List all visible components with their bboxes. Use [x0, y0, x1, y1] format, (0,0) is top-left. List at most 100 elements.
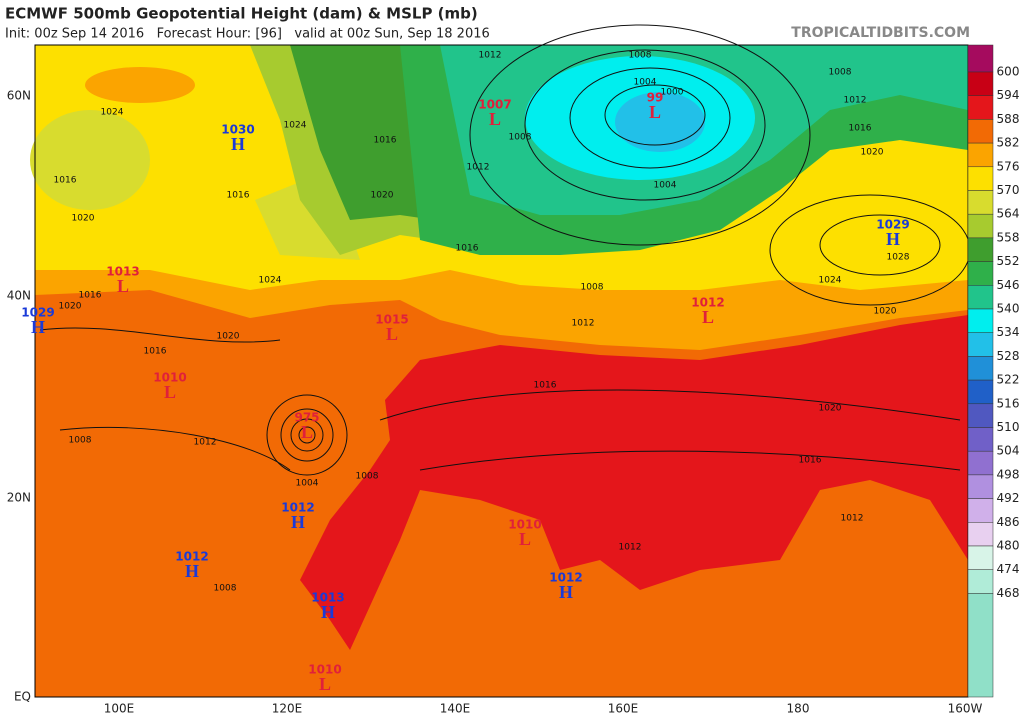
lat-label: 20N: [7, 491, 31, 505]
colorbar-band: [967, 71, 994, 96]
lat-label: 40N: [7, 289, 31, 303]
contour-label: 1016: [227, 191, 250, 201]
site-name: TROPICALTIDBITS.COM: [791, 25, 970, 41]
contour-label: 1016: [534, 381, 557, 391]
contour-label: 1012: [479, 51, 502, 61]
colorbar-band: [967, 308, 994, 333]
colorbar-label: 510: [997, 420, 1020, 434]
colorbar-band: [967, 95, 994, 120]
colorbar-label: 504: [997, 444, 1020, 458]
colorbar-band: [967, 44, 994, 73]
colorbar-band: [967, 332, 994, 357]
center-letter: L: [489, 109, 501, 129]
contour-label: 1012: [619, 543, 642, 553]
contour-label: 1016: [79, 291, 102, 301]
colorbar-band: [967, 379, 994, 405]
colorbar-band: [967, 142, 994, 168]
center-value: 1012: [549, 571, 582, 585]
contour-label: 1024: [101, 108, 124, 118]
center-value: 1012: [281, 501, 314, 515]
contour-label: 1004: [296, 479, 319, 489]
center-value: 99: [647, 91, 664, 105]
center-value: 1010: [308, 663, 341, 677]
center-letter: H: [321, 602, 335, 622]
contour-label: 1028: [887, 253, 910, 263]
contour-label: 1024: [819, 276, 842, 286]
colorbar-band: [967, 190, 994, 215]
colorbar-label: 570: [997, 183, 1020, 197]
contour-label: 1004: [634, 78, 657, 88]
colorbar-band: [967, 569, 994, 594]
subtitle: Init: 00z Sep 14 2016 Forecast Hour: [96…: [5, 27, 490, 42]
colorbar-band: [967, 356, 994, 381]
center-value: 975: [294, 411, 319, 425]
lon-label: 100E: [104, 702, 135, 716]
contour-label: 1016: [849, 124, 872, 134]
colorbar-band: [967, 593, 994, 698]
lat-label: EQ: [14, 690, 31, 704]
lat-label: 60N: [7, 89, 31, 103]
colorbar-label: 528: [997, 349, 1020, 363]
colorbar-band: [967, 427, 994, 452]
colorbar-band: [967, 261, 994, 286]
center-letter: H: [31, 317, 45, 337]
contour-label: 1020: [819, 404, 842, 414]
center-letter: L: [319, 674, 331, 694]
center-value: 1012: [175, 550, 208, 564]
center-letter: L: [702, 307, 714, 327]
colorbar-label: 492: [997, 491, 1020, 505]
center-value: 1010: [508, 518, 541, 532]
contour-label: 1024: [259, 276, 282, 286]
colorbar-label: 480: [997, 539, 1020, 553]
colorbar-label: 588: [997, 112, 1020, 126]
center-value: 1007: [478, 98, 511, 112]
center-letter: H: [185, 561, 199, 581]
center-letter: L: [301, 422, 313, 442]
contour-label: 1024: [284, 121, 307, 131]
lon-label: 180: [787, 702, 810, 716]
colorbar-band: [967, 450, 994, 476]
center-letter: H: [886, 229, 900, 249]
contour-label: 1020: [217, 332, 240, 342]
center-letter: H: [291, 512, 305, 532]
contour-label: 1008: [629, 51, 652, 61]
center-value: 1013: [106, 265, 139, 279]
map: [30, 24, 971, 698]
contour-label: 1008: [69, 436, 92, 446]
contour-label: 1004: [654, 181, 677, 191]
colorbar-band: [967, 522, 994, 547]
contour-label: 1012: [194, 438, 217, 448]
contour-label: 1020: [861, 148, 884, 158]
colorbar-label: 474: [997, 562, 1020, 576]
contour-label: 1008: [356, 472, 379, 482]
colorbar-label: 468: [997, 586, 1020, 600]
colorbar-band: [967, 285, 994, 310]
contour-label: 1016: [799, 456, 822, 466]
lon-label: 140E: [440, 702, 471, 716]
contour-label: 1016: [456, 244, 479, 254]
colorbar-band: [967, 237, 994, 262]
lon-label: 160E: [608, 702, 639, 716]
center-value: 1013: [311, 591, 344, 605]
colorbar-band: [967, 213, 994, 239]
center-letter: L: [386, 324, 398, 344]
colorbar-label: 552: [997, 254, 1020, 268]
contour-label: 1020: [874, 307, 897, 317]
colorbar-label: 498: [997, 467, 1020, 481]
contour-label: 1000: [661, 88, 684, 98]
lon-label: 160W: [948, 702, 983, 716]
center-letter: L: [519, 529, 531, 549]
colorbar-band: [967, 474, 994, 499]
colorbar-label: 564: [997, 207, 1020, 221]
contour-label: 1016: [54, 176, 77, 186]
colorbar-label: 594: [997, 88, 1020, 102]
colorbar-label: 516: [997, 396, 1020, 410]
colorbar-label: 600: [997, 65, 1020, 79]
center-letter: L: [164, 382, 176, 402]
lon-label: 120E: [272, 702, 303, 716]
colorbar-band: [967, 166, 994, 191]
colorbar-label: 558: [997, 230, 1020, 244]
center-value: 1010: [153, 371, 186, 385]
contour-label: 1008: [829, 68, 852, 78]
